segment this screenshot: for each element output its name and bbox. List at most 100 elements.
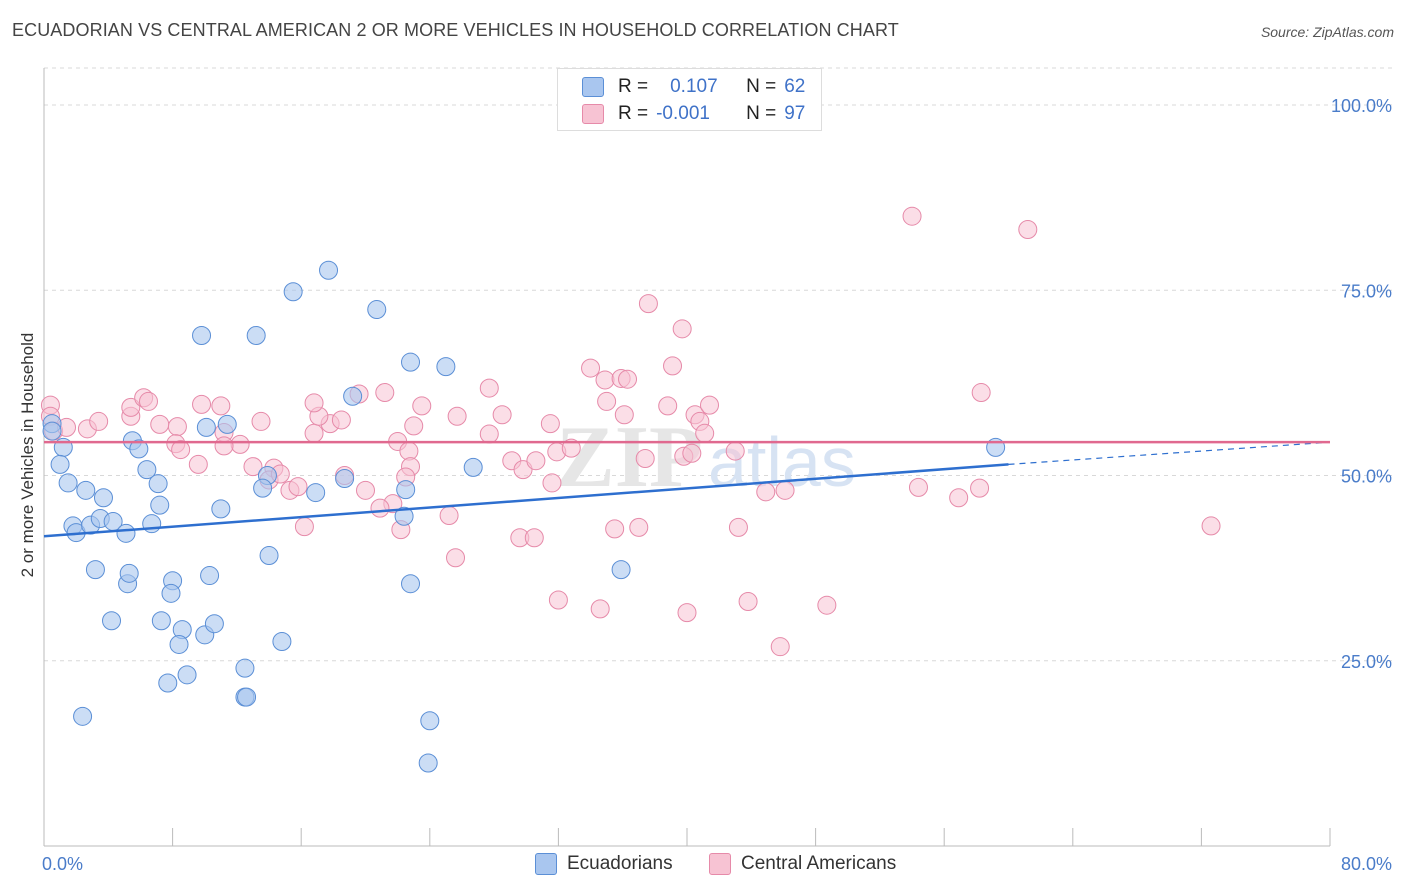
ecuadorian-point	[161, 583, 181, 603]
central-american-point	[638, 294, 658, 314]
ecuadorian-point	[137, 460, 157, 480]
r-label: R =	[618, 103, 649, 124]
ecuadorian-point	[158, 673, 178, 693]
central-american-point	[561, 438, 581, 458]
central-american-point	[540, 414, 560, 434]
central-american-point	[288, 477, 308, 497]
central-american-point	[121, 397, 141, 417]
central-american-point	[230, 434, 250, 454]
ecuadorian-point	[150, 495, 170, 515]
ecuadorian-point	[235, 658, 255, 678]
n-value: 62	[784, 76, 806, 97]
central-american-point	[590, 599, 610, 619]
central-american-point	[375, 383, 395, 403]
ecuadorian-point	[119, 563, 139, 583]
ecuadorian-point	[436, 357, 456, 377]
ecuadorian-point	[50, 454, 70, 474]
central-american-point	[492, 405, 512, 425]
ecuadorian-point	[76, 480, 96, 500]
ecuadorian-point	[246, 325, 266, 345]
y-tick-label: 75.0%	[1341, 281, 1392, 301]
legend-label: Central Americans	[741, 853, 897, 874]
central-american-point	[89, 411, 109, 431]
central-american-point	[211, 396, 231, 416]
tick-labels: 25.0% 50.0% 75.0% 100.0% 0.0% 80.0%	[42, 96, 1392, 874]
central-american-point	[370, 498, 390, 518]
ecuadorian-point	[177, 665, 197, 685]
central-american-point	[971, 383, 991, 403]
central-american-point	[663, 356, 683, 376]
ecuadorians-swatch	[535, 853, 557, 875]
central-american-point	[526, 451, 546, 471]
central-american-point	[171, 440, 191, 460]
ecuadorian-point	[151, 611, 171, 631]
r-label: R =	[618, 76, 649, 97]
ecuadorian-point	[259, 546, 279, 566]
central-american-point	[902, 206, 922, 226]
central-american-point	[304, 423, 324, 443]
ecuadorian-point	[418, 753, 438, 773]
central-american-point	[682, 443, 702, 463]
chart-title: ECUADORIAN VS CENTRAL AMERICAN 2 OR MORE…	[12, 20, 899, 40]
central-american-point	[356, 480, 375, 500]
central-american-point	[595, 370, 615, 390]
central-american-point	[700, 395, 720, 415]
legend-item-ecuadorians: Ecuadorians	[535, 851, 673, 877]
central-american-point	[138, 391, 158, 411]
ecuadorian-point	[93, 488, 113, 508]
central-american-point	[548, 590, 568, 610]
legend-label: Ecuadorians	[567, 853, 673, 874]
legend-row-ecuadorians: R = 0.107 N = 62	[582, 74, 805, 100]
central-american-point	[446, 548, 466, 568]
central-american-point	[614, 405, 634, 425]
y-tick-label: 25.0%	[1341, 652, 1392, 672]
central-american-point	[243, 457, 263, 477]
central-american-point	[447, 406, 467, 426]
ecuadorian-point	[116, 523, 136, 543]
r-value: 0.107	[670, 76, 718, 97]
n-label: N =	[746, 103, 777, 124]
central-american-point	[1201, 516, 1221, 536]
central-american-point	[167, 417, 187, 437]
central-american-point	[658, 396, 678, 416]
x-tick-label: 80.0%	[1341, 854, 1392, 874]
ecuadorian-point	[306, 483, 326, 503]
central-american-point	[908, 477, 928, 497]
central-american-point	[251, 411, 271, 431]
central-american-point	[725, 441, 745, 461]
central-american-point	[728, 517, 748, 537]
ecuadorian-point	[401, 574, 421, 594]
gridlines	[44, 67, 1392, 662]
ecuadorian-point	[169, 634, 189, 654]
ecuadorians-points	[42, 260, 1006, 773]
central-american-point	[524, 528, 544, 548]
ecuadorian-point	[102, 611, 122, 631]
central-american-point	[439, 506, 459, 526]
n-label: N =	[746, 76, 777, 97]
central-american-point	[672, 319, 692, 339]
ecuadorian-point	[420, 711, 440, 731]
y-tick-label: 100.0%	[1331, 96, 1392, 116]
ecuadorian-point	[192, 325, 212, 345]
ecuadorian-point	[211, 499, 231, 519]
correlation-legend: R = 0.107 N = 62 R = -0.001 N = 97	[557, 68, 822, 131]
central-american-point	[775, 480, 795, 500]
axes	[43, 68, 1331, 847]
ecuadorian-point	[394, 506, 414, 526]
x-tick-label: 0.0%	[42, 854, 83, 874]
r-value: -0.001	[656, 103, 710, 124]
ecuadorian-point	[58, 473, 78, 493]
n-value: 97	[784, 103, 806, 124]
trend-lines	[43, 440, 1331, 538]
ecuadorian-point	[343, 386, 363, 406]
central-american-point	[756, 482, 776, 502]
central-american-point	[635, 448, 655, 468]
ecuadorian-point	[367, 300, 387, 320]
ecuadorian-point	[272, 631, 292, 651]
central-american-point	[294, 517, 314, 537]
ecuadorian-point	[396, 480, 416, 500]
central-american-point	[150, 414, 170, 434]
central-american-point	[695, 423, 715, 443]
ecuadorian-point	[217, 414, 237, 434]
